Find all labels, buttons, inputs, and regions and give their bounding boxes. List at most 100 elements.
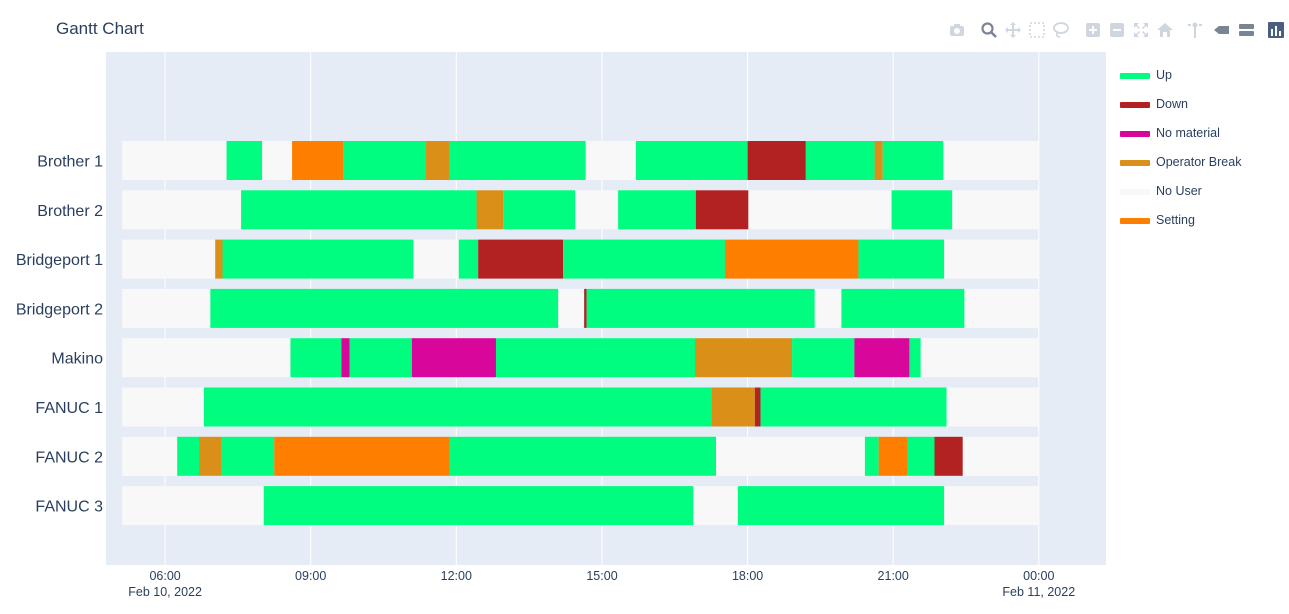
gantt-bar[interactable] — [343, 141, 426, 180]
gantt-bar[interactable] — [874, 141, 883, 180]
gantt-bar[interactable] — [122, 288, 211, 328]
gantt-bar[interactable] — [122, 486, 264, 526]
gantt-bar[interactable] — [292, 141, 344, 180]
gantt-bar[interactable] — [814, 288, 842, 328]
gantt-bar[interactable] — [122, 239, 216, 279]
gantt-bar[interactable] — [241, 190, 477, 230]
gantt-bar[interactable] — [449, 436, 717, 476]
gantt-bar[interactable] — [584, 288, 587, 328]
gantt-bar[interactable] — [495, 338, 695, 378]
gantt-bar[interactable] — [841, 288, 965, 328]
reset-axes-icon[interactable] — [1155, 20, 1175, 40]
gantt-bar[interactable] — [558, 288, 585, 328]
gantt-bar[interactable] — [854, 338, 910, 378]
legend-item[interactable]: Setting — [1115, 211, 1285, 231]
gantt-bar[interactable] — [920, 338, 1039, 378]
show-closest-icon[interactable] — [1211, 20, 1231, 40]
gantt-bar[interactable] — [215, 239, 223, 279]
gantt-bar[interactable] — [262, 141, 293, 180]
gantt-bar[interactable] — [586, 288, 815, 328]
gantt-bar[interactable] — [221, 436, 275, 476]
legend-item[interactable]: Up — [1115, 66, 1285, 86]
gantt-bar[interactable] — [618, 190, 696, 230]
gantt-bar[interactable] — [878, 436, 908, 476]
gantt-bar[interactable] — [724, 239, 859, 279]
gantt-bar[interactable] — [263, 486, 694, 526]
legend-item[interactable]: No User — [1115, 182, 1285, 202]
toggle-spike-lines-icon[interactable] — [1185, 20, 1205, 40]
plotly-logo-icon[interactable] — [1266, 20, 1286, 40]
gantt-bar[interactable] — [737, 486, 945, 526]
legend-item[interactable]: Operator Break — [1115, 153, 1285, 173]
gantt-bar[interactable] — [449, 141, 586, 180]
gantt-bar[interactable] — [585, 141, 636, 180]
gantt-bar[interactable] — [792, 338, 855, 378]
legend-item[interactable]: Down — [1115, 95, 1285, 115]
gantt-bar[interactable] — [458, 239, 479, 279]
gantt-bar[interactable] — [716, 436, 865, 476]
gantt-bar[interactable] — [944, 486, 1039, 526]
gantt-bar[interactable] — [122, 436, 178, 476]
gantt-bar[interactable] — [274, 436, 450, 476]
lasso-select-icon[interactable] — [1051, 20, 1071, 40]
gantt-bar[interactable] — [962, 436, 1039, 476]
gantt-bar[interactable] — [946, 387, 1039, 427]
autoscale-icon[interactable] — [1131, 20, 1151, 40]
legend-item[interactable]: No material — [1115, 124, 1285, 144]
gantt-bar[interactable] — [882, 141, 944, 180]
legend-label: Up — [1156, 68, 1172, 82]
gantt-bar[interactable] — [226, 141, 263, 180]
gantt-bar[interactable] — [122, 387, 204, 427]
gantt-bar[interactable] — [411, 338, 496, 378]
box-select-icon[interactable] — [1027, 20, 1047, 40]
gantt-bar[interactable] — [478, 239, 564, 279]
gantt-bar[interactable] — [341, 338, 350, 378]
gantt-bar[interactable] — [635, 141, 748, 180]
gantt-bar[interactable] — [747, 141, 806, 180]
y-tick-label: FANUC 1 — [35, 400, 103, 417]
gantt-bar[interactable] — [711, 387, 755, 427]
gantt-bar[interactable] — [575, 190, 619, 230]
gantt-bar[interactable] — [503, 190, 576, 230]
gantt-bar[interactable] — [934, 436, 963, 476]
gantt-bar[interactable] — [864, 436, 879, 476]
y-tick-label: Brother 1 — [37, 154, 103, 171]
gantt-bar[interactable] — [909, 338, 921, 378]
gantt-bar[interactable] — [805, 141, 875, 180]
gantt-bar[interactable] — [349, 338, 412, 378]
gantt-bar[interactable] — [122, 338, 291, 378]
zoom-icon[interactable] — [979, 20, 999, 40]
zoom-out-icon[interactable] — [1107, 20, 1127, 40]
gantt-bar[interactable] — [891, 190, 953, 230]
gantt-bar[interactable] — [952, 190, 1039, 230]
compare-hover-icon[interactable] — [1236, 20, 1256, 40]
gantt-bar[interactable] — [760, 387, 947, 427]
camera-icon[interactable] — [947, 20, 967, 40]
gantt-bar[interactable] — [199, 436, 222, 476]
gantt-bar[interactable] — [210, 288, 559, 328]
gantt-bar[interactable] — [858, 239, 945, 279]
gantt-bar[interactable] — [754, 387, 761, 427]
gantt-bar[interactable] — [943, 141, 1039, 180]
gantt-bar[interactable] — [290, 338, 342, 378]
gantt-bar[interactable] — [177, 436, 200, 476]
y-tick-label: Bridgeport 1 — [16, 252, 103, 269]
gantt-bar[interactable] — [222, 239, 414, 279]
gantt-bar[interactable] — [563, 239, 725, 279]
gantt-bar[interactable] — [122, 190, 242, 230]
gantt-bar[interactable] — [695, 338, 793, 378]
gantt-bar[interactable] — [907, 436, 935, 476]
gantt-bar[interactable] — [476, 190, 504, 230]
gantt-bar[interactable] — [695, 190, 749, 230]
gantt-bar[interactable] — [203, 387, 712, 427]
gantt-bar[interactable] — [944, 239, 1039, 279]
gantt-bar[interactable] — [122, 141, 227, 180]
zoom-in-icon[interactable] — [1083, 20, 1103, 40]
gantt-bar[interactable] — [425, 141, 450, 180]
gantt-bar[interactable] — [413, 239, 459, 279]
gantt-bar[interactable] — [693, 486, 738, 526]
gantt-bar[interactable] — [748, 190, 892, 230]
gantt-bar[interactable] — [964, 288, 1039, 328]
pan-icon[interactable] — [1003, 20, 1023, 40]
